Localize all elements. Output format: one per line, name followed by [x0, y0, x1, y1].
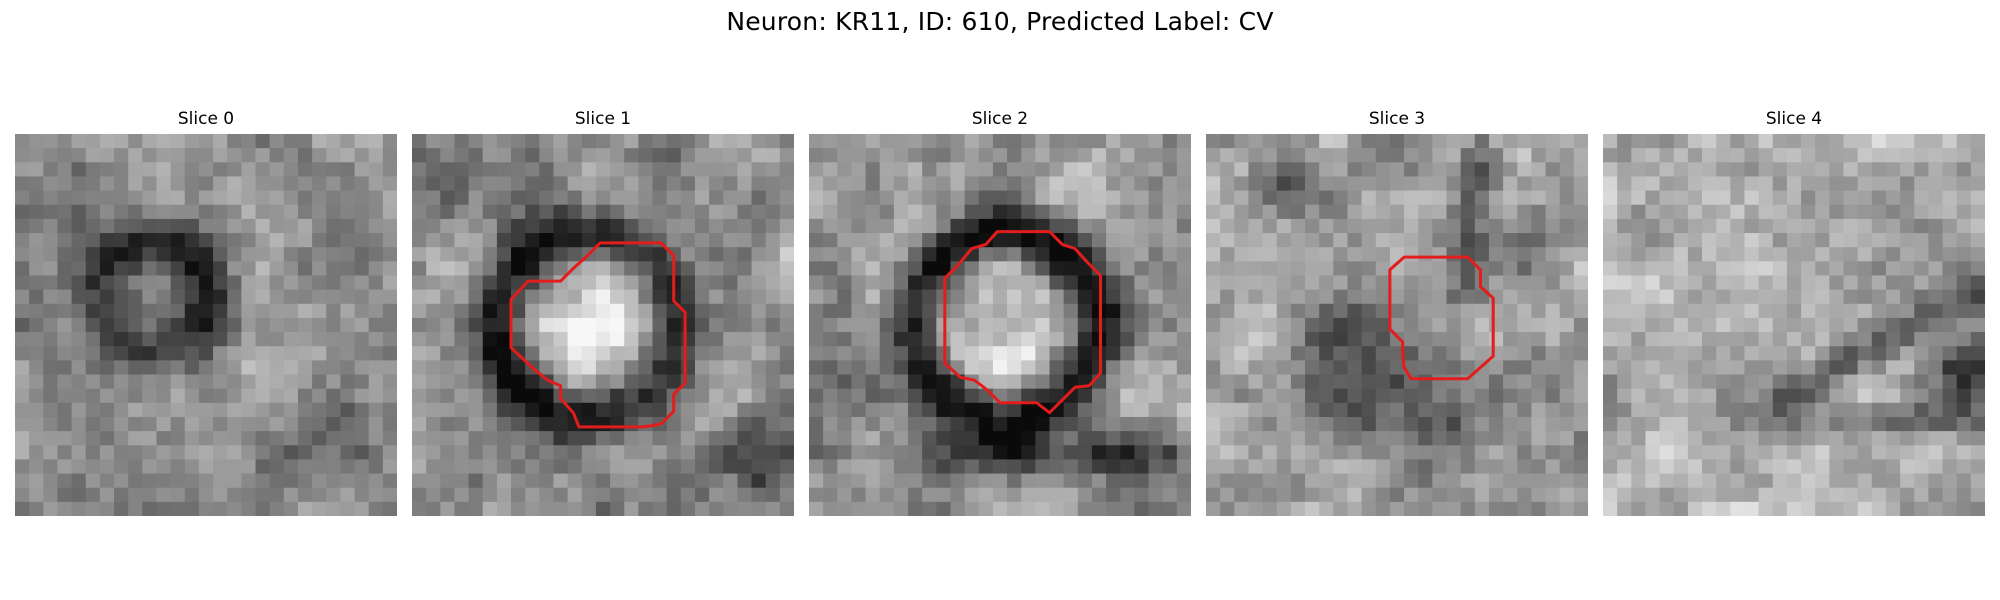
figure-title: Neuron: KR11, ID: 610, Predicted Label: … — [726, 7, 1274, 36]
slice-0-image — [15, 134, 397, 516]
roi-outline — [509, 241, 687, 429]
slice-4-image — [1603, 134, 1985, 516]
slice-1-title: Slice 1 — [574, 109, 632, 129]
slice-2-panel: Slice 2 — [809, 108, 1191, 522]
roi-outline — [1388, 255, 1495, 381]
slice-3-image — [1206, 134, 1588, 516]
slice-1-image — [412, 134, 794, 516]
slice-3-panel: Slice 3 — [1206, 108, 1588, 522]
roi-outline — [943, 230, 1102, 415]
slice-2-title: Slice 2 — [971, 109, 1029, 129]
slice-0-panel: Slice 0 — [15, 108, 397, 522]
slice-2-image — [809, 134, 1191, 516]
slice-4-title: Slice 4 — [1765, 109, 1823, 129]
slice-4-panel: Slice 4 — [1603, 108, 1985, 522]
slice-3-title: Slice 3 — [1368, 109, 1426, 129]
slice-0-title: Slice 0 — [177, 109, 235, 129]
slice-1-panel: Slice 1 — [412, 108, 794, 522]
